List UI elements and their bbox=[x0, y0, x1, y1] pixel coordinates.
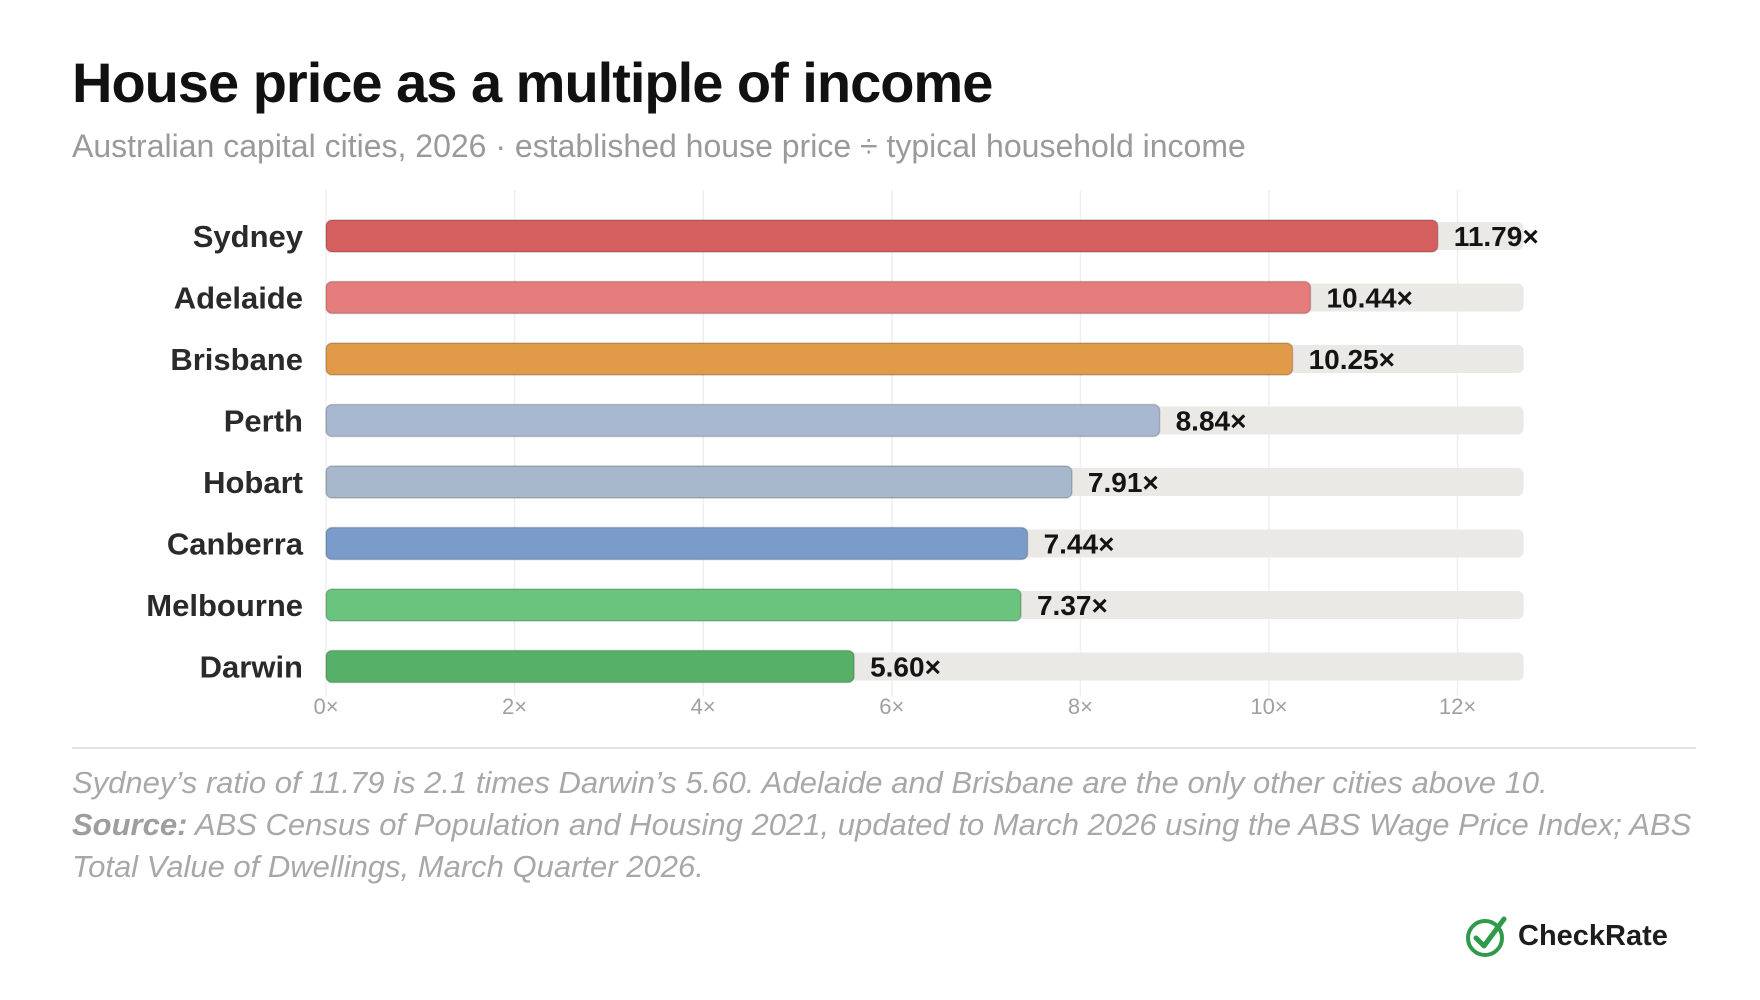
data-label: 10.44× bbox=[1326, 283, 1412, 314]
bar bbox=[325, 526, 1029, 561]
bar bbox=[325, 280, 1312, 315]
source-label: Source: bbox=[72, 807, 188, 842]
chart-title: House price as a multiple of income bbox=[72, 51, 993, 114]
x-tick-label: 6× bbox=[879, 694, 904, 719]
x-tick-label: 10× bbox=[1250, 694, 1287, 719]
data-label: 7.91× bbox=[1088, 467, 1159, 498]
bar bbox=[325, 342, 1294, 376]
chart-subtitle: Australian capital cities, 2026 · establ… bbox=[72, 128, 1246, 164]
x-tick-label: 8× bbox=[1068, 694, 1093, 719]
check-circle-icon bbox=[1466, 916, 1507, 957]
source-line: Source: ABS Census of Population and Hou… bbox=[72, 804, 1712, 888]
bar bbox=[325, 465, 1073, 499]
category-label: Canberra bbox=[167, 527, 304, 562]
category-label: Hobart bbox=[203, 465, 303, 500]
data-label: 8.84× bbox=[1176, 406, 1247, 437]
x-tick-label: 2× bbox=[502, 694, 527, 719]
data-label: 10.25× bbox=[1309, 344, 1395, 375]
footnote-text: Sydney’s ratio of 11.79 is 2.1 times Dar… bbox=[72, 765, 1548, 800]
source-text: ABS Census of Population and Housing 202… bbox=[72, 807, 1692, 884]
footnote: Sydney’s ratio of 11.79 is 2.1 times Dar… bbox=[72, 762, 1712, 888]
category-label: Darwin bbox=[200, 650, 303, 685]
bar-chart: Sydney 11.79× Adelaide 10.44× Brisbane 10.25×… bbox=[146, 190, 1539, 719]
x-tick-label: 0× bbox=[313, 694, 338, 719]
data-label: 5.60× bbox=[870, 652, 941, 683]
x-tick-label: 4× bbox=[691, 694, 716, 719]
data-label: 7.44× bbox=[1044, 529, 1115, 560]
bar bbox=[325, 649, 855, 684]
data-label: 11.79× bbox=[1454, 221, 1539, 252]
x-tick-label: 12× bbox=[1439, 694, 1476, 719]
category-label: Perth bbox=[224, 404, 303, 439]
bar bbox=[325, 588, 1022, 622]
divider bbox=[72, 747, 1696, 749]
data-label: 7.37× bbox=[1037, 590, 1108, 621]
category-label: Melbourne bbox=[146, 588, 303, 623]
bar bbox=[325, 219, 1439, 253]
category-label: Brisbane bbox=[170, 342, 303, 377]
brand-name: CheckRate bbox=[1518, 919, 1668, 952]
category-label: Sydney bbox=[193, 219, 304, 254]
bar bbox=[325, 403, 1161, 438]
category-label: Adelaide bbox=[174, 281, 303, 316]
brand-logo: CheckRate bbox=[1464, 910, 1668, 962]
